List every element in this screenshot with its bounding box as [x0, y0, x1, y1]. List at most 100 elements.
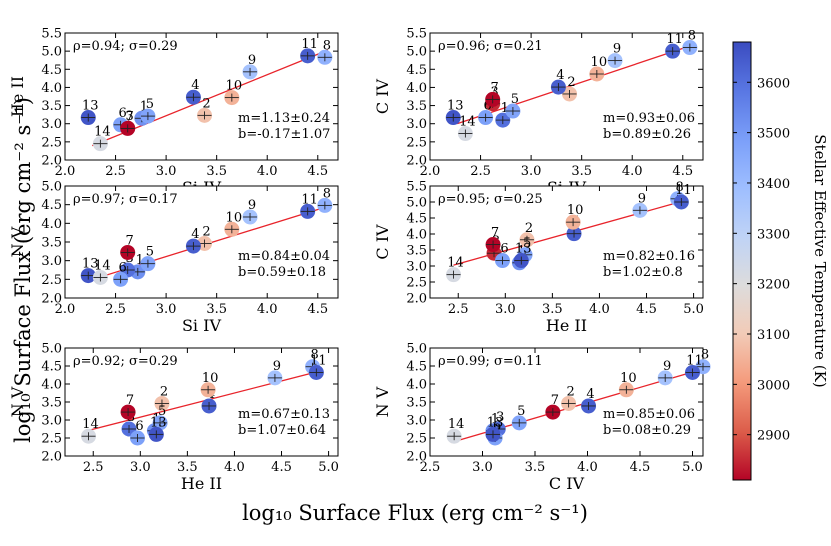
y-axis-label: N V — [373, 386, 392, 417]
panel: 2.5 3.0 3.5 4.0 4.5 5.02.02.53.03.54.04.55.0C… — [373, 342, 711, 493]
data-point: 5 — [140, 245, 156, 272]
point-label: 7 — [551, 393, 559, 408]
point-label: 6 — [500, 242, 508, 257]
point-label: 6 — [135, 419, 143, 434]
point-label: 4 — [586, 387, 594, 402]
x-axis-label: He II — [181, 474, 222, 493]
data-point: 9 — [607, 42, 623, 69]
data-point: 1 — [495, 101, 511, 128]
point-label: 6 — [118, 106, 126, 121]
y-tick-label: 3.5 — [406, 396, 427, 411]
y-tick-label: 4.0 — [406, 81, 427, 96]
data-point: 2 — [197, 96, 213, 123]
fit-intercept: b=-0.17±1.07 — [238, 127, 330, 142]
data-point: 10 — [224, 79, 242, 106]
data-point: 13 — [485, 415, 503, 442]
fit-intercept: b=1.07±0.64 — [238, 423, 326, 438]
point-label: 2 — [567, 75, 575, 90]
x-tick-label: 3.5 — [525, 460, 546, 475]
point-label: 2 — [160, 384, 168, 399]
data-point: 8 — [682, 29, 698, 56]
point-label: 13 — [150, 415, 167, 430]
point-label: 14 — [82, 417, 99, 432]
fit-intercept: b=0.89±0.26 — [603, 127, 691, 142]
figure-ylabel: log₁₀ Surface Flux (erg cm⁻² s⁻¹) — [11, 97, 35, 443]
correlation-stat: ρ=0.97; σ=0.17 — [73, 192, 178, 207]
y-tick-label: 3.0 — [406, 260, 427, 275]
x-tick-label: 3.5 — [206, 302, 227, 317]
point-label: 9 — [638, 191, 646, 206]
data-point: 5 — [511, 404, 527, 431]
point-label: 14 — [94, 125, 111, 140]
data-point: 14 — [81, 417, 99, 444]
x-tick-label: 4.0 — [589, 302, 610, 317]
x-axis-label: He II — [546, 316, 587, 335]
point-label: 7 — [491, 226, 499, 241]
panel: 2.5 3.0 3.5 4.0 4.5 5.0 2.0 2.5 3.0 3.5 4.0 4.5 5.0 H… — [8, 342, 339, 494]
y-tick-label: 5.0 — [41, 342, 62, 357]
data-point: 4 — [185, 227, 201, 254]
y-tick-label: 5.0 — [406, 45, 427, 60]
y-axis-label: N V — [8, 226, 27, 257]
x-tick-label: 2.0 — [55, 164, 76, 179]
correlation-stat: ρ=0.94; σ=0.29 — [73, 39, 178, 54]
point-label: 8 — [323, 186, 331, 201]
data-point: 5 — [140, 97, 156, 124]
x-axis-label: C IV — [549, 474, 585, 493]
plot-frame — [429, 185, 704, 299]
colorbar: 2900 3000 3100 3200 3300 3400 3500 3600 Stellar … — [732, 41, 829, 481]
data-point: 10 — [200, 371, 218, 398]
point-label: 5 — [511, 92, 519, 107]
fit-intercept: b=0.08±0.29 — [603, 423, 691, 438]
y-tick-label: 5.5 — [406, 180, 427, 195]
colorbar-tick-label: 3500 — [757, 127, 790, 142]
data-point: 10 — [589, 55, 607, 82]
point-label: 3 — [126, 109, 134, 124]
point-label: 11 — [686, 353, 703, 368]
data-point: 14 — [446, 417, 464, 444]
x-tick-label: 4.5 — [630, 460, 651, 475]
y-tick-label: 2.0 — [406, 450, 427, 465]
x-tick-label: 3.0 — [495, 302, 516, 317]
x-tick-label: 3.5 — [571, 164, 592, 179]
colorbar-tick-label: 3600 — [757, 76, 790, 91]
data-point: 14 — [92, 125, 111, 152]
x-tick-label: 5.0 — [682, 460, 703, 475]
data-point: 10 — [565, 203, 583, 230]
point-label: 11 — [675, 183, 692, 198]
y-tick-label: 5.5 — [41, 27, 62, 42]
panel: 2.0 2.5 3.0 3.5 4.0 4.5 2.0 2.5 3.0 3.5 4.0 4.5 5.0 5… — [8, 27, 339, 197]
y-tick-label: 4.0 — [41, 217, 62, 232]
point-label: 13 — [515, 242, 532, 257]
y-axis-label: N V — [8, 386, 27, 417]
data-point: 9 — [632, 191, 648, 218]
correlation-stat: ρ=0.99; σ=0.11 — [438, 354, 543, 369]
data-point: 5 — [505, 92, 521, 119]
y-tick-label: 4.0 — [406, 378, 427, 393]
y-tick-label: 3.5 — [41, 99, 62, 114]
point-label: 2 — [202, 96, 210, 111]
correlation-stat: ρ=0.92; σ=0.29 — [73, 354, 178, 369]
data-point: 2 — [561, 384, 577, 411]
y-tick-label: 4.0 — [41, 81, 62, 96]
point-label: 13 — [82, 257, 99, 272]
point-label: 2 — [566, 384, 574, 399]
point-label: 10 — [226, 210, 243, 225]
y-tick-label: 4.0 — [41, 378, 62, 393]
colorbar-tick-label: 3400 — [757, 177, 790, 192]
y-tick-label: 5.0 — [406, 342, 427, 357]
y-axis-label: He II — [8, 76, 27, 117]
y-tick-label: 2.0 — [41, 450, 62, 465]
y-tick-label: 2.5 — [41, 135, 62, 150]
y-tick-label: 3.0 — [41, 117, 62, 132]
y-tick-label: 2.5 — [41, 273, 62, 288]
data-point: 11 — [308, 353, 327, 380]
point-label: 3 — [496, 410, 504, 425]
x-tick-label: 2.5 — [470, 164, 491, 179]
point-label: 1 — [136, 253, 144, 268]
y-tick-label: 2.0 — [406, 154, 427, 169]
x-tick-label: 2.5 — [83, 460, 104, 475]
y-tick-label: 2.5 — [41, 432, 62, 447]
point-label: 7 — [126, 393, 134, 408]
